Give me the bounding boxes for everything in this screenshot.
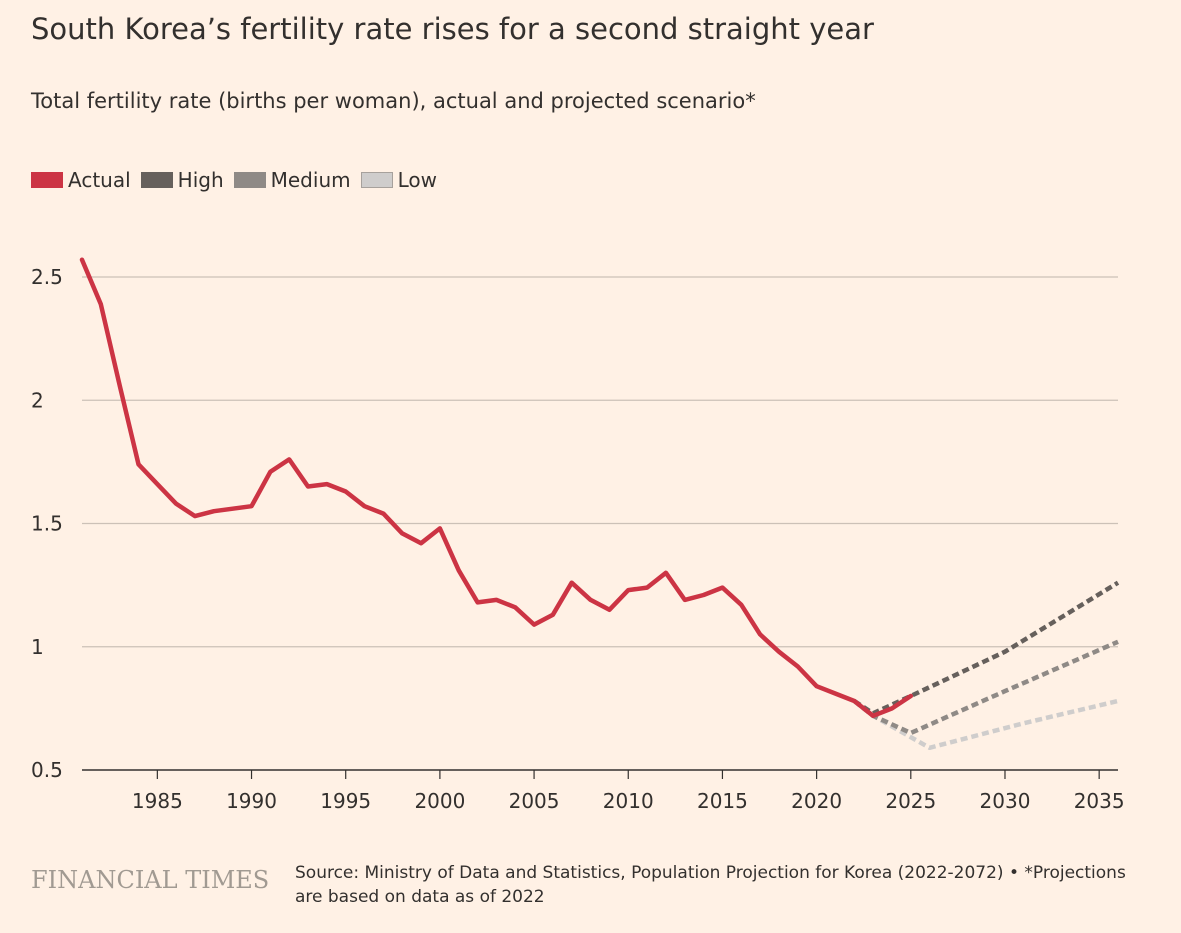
legend-swatch-high <box>140 172 173 188</box>
x-tick-label: 2020 <box>791 789 842 813</box>
legend-item-actual: Actual <box>31 168 131 192</box>
x-tick-label: 1990 <box>226 789 277 813</box>
legend-item-high: High <box>140 168 224 192</box>
y-tick-label: 2 <box>31 388 44 412</box>
chart-title: South Korea’s fertility rate rises for a… <box>31 12 874 46</box>
x-tick-label: 1995 <box>320 789 371 813</box>
y-tick-label: 0.5 <box>31 758 63 782</box>
legend-swatch-low <box>360 172 393 188</box>
x-tick-label: 2000 <box>414 789 465 813</box>
legend-swatch-actual <box>31 172 63 188</box>
series-line-high <box>853 580 1120 716</box>
ft-logo: FINANCIAL TIMES <box>31 866 270 894</box>
x-tick-label: 2005 <box>509 789 560 813</box>
x-tick-label: 2015 <box>697 789 748 813</box>
legend-swatch-medium <box>233 172 266 188</box>
legend-label-high: High <box>177 168 224 192</box>
legend-label-medium: Medium <box>270 168 351 192</box>
x-tick-label: 2025 <box>885 789 936 813</box>
chart-legend: Actual High Medium Low <box>31 168 447 192</box>
y-tick-label: 1.5 <box>31 512 63 536</box>
x-tick-label: 2035 <box>1074 789 1125 813</box>
legend-label-actual: Actual <box>68 168 131 192</box>
line-chart: 0.5 1 1.5 2 2.5 1985 1990 1995 2000 2005 2010 2015 2… <box>31 257 1125 813</box>
chart-subtitle: Total fertility rate (births per woman),… <box>31 89 756 113</box>
x-tick-label: 2010 <box>603 789 654 813</box>
x-tick-label: 1985 <box>132 789 183 813</box>
y-tick-label: 2.5 <box>31 265 63 289</box>
series-line-medium <box>852 639 1119 736</box>
x-tick-label: 2030 <box>980 789 1031 813</box>
series-line-actual <box>79 257 914 719</box>
legend-item-low: Low <box>360 168 437 192</box>
source-note: Source: Ministry of Data and Statistics,… <box>295 863 1126 907</box>
legend-label-low: Low <box>397 168 437 192</box>
y-tick-label: 1 <box>31 635 44 659</box>
legend-item-medium: Medium <box>233 168 351 192</box>
